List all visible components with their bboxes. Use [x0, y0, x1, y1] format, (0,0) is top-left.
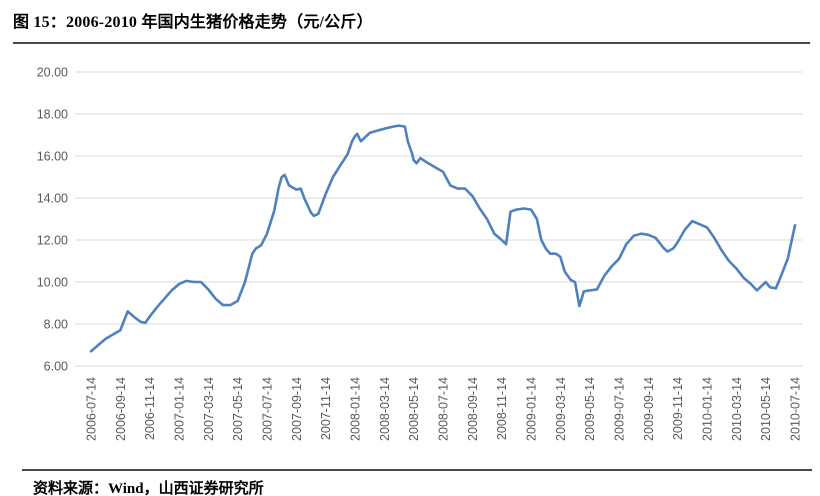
- x-axis-tick-label: 2008-01-14: [349, 377, 363, 441]
- x-axis-tick-label: 2009-01-14: [525, 377, 539, 441]
- x-axis-tick-label: 2006-07-14: [85, 377, 99, 441]
- x-axis-tick-label: 2007-07-14: [261, 377, 275, 441]
- figure-title: 图 15：2006-2010 年国内生猪价格走势（元/公斤）: [13, 14, 373, 31]
- price-series-line: [89, 124, 797, 353]
- x-axis-tick-label: 2007-11-14: [319, 377, 333, 440]
- y-axis-tick-label: 18.00: [37, 108, 68, 122]
- source-divider: [22, 469, 812, 471]
- figure-source: 资料来源：Wind，山西证券研究所: [33, 481, 264, 496]
- x-axis-tick-label: 2009-05-14: [583, 377, 597, 441]
- x-axis-tick-label: 2007-05-14: [231, 377, 245, 441]
- y-axis-tick-label: 8.00: [44, 318, 68, 332]
- x-axis-tick-label: 2009-03-14: [554, 377, 568, 441]
- y-axis-tick-label: 20.00: [37, 66, 68, 80]
- x-axis-tick-label: 2009-07-14: [613, 377, 627, 441]
- x-axis-tick-label: 2008-11-14: [495, 377, 509, 440]
- x-axis-tick-label: 2009-11-14: [671, 377, 685, 440]
- x-axis-tick-label: 2007-09-14: [290, 377, 304, 441]
- x-axis-tick-label: 2010-03-14: [730, 377, 744, 441]
- x-axis-tick-label: 2006-11-14: [143, 377, 157, 440]
- x-axis-tick-label: 2008-07-14: [437, 377, 451, 441]
- y-axis-tick-label: 12.00: [37, 234, 68, 248]
- x-axis-tick-label: 2007-03-14: [202, 377, 216, 441]
- x-axis-tick-label: 2010-01-14: [701, 377, 715, 441]
- x-axis-tick-label: 2007-01-14: [173, 377, 187, 441]
- x-axis-tick-label: 2009-09-14: [642, 377, 656, 441]
- x-axis-tick-label: 2008-05-14: [407, 377, 421, 441]
- x-axis-tick-label: 2008-03-14: [378, 377, 392, 441]
- y-axis-tick-label: 16.00: [37, 150, 68, 164]
- y-axis-tick-label: 6.00: [44, 360, 68, 374]
- title-divider: [13, 42, 810, 44]
- x-axis-tick-label: 2008-09-14: [466, 377, 480, 441]
- x-axis-tick-label: 2010-07-14: [789, 377, 803, 441]
- y-axis-tick-label: 10.00: [37, 276, 68, 290]
- x-axis-tick-label: 2010-05-14: [759, 377, 773, 441]
- y-axis-tick-label: 14.00: [37, 192, 68, 206]
- x-axis-tick-label: 2006-09-14: [114, 377, 128, 441]
